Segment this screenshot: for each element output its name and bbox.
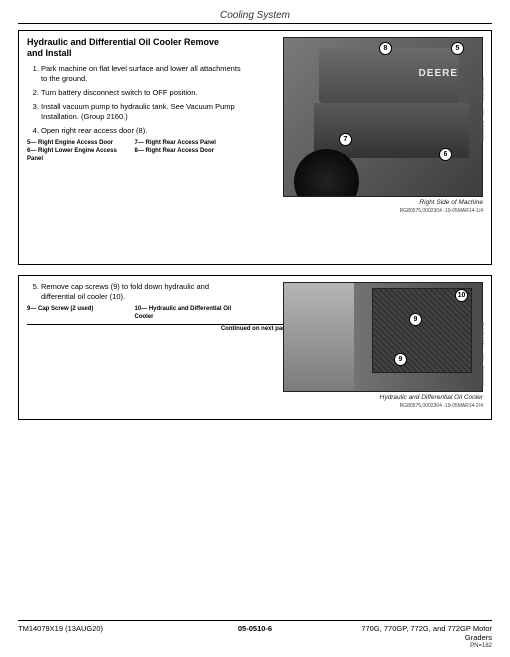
callout-9b: 9 xyxy=(394,353,407,366)
step-4: Open right rear access door (8). xyxy=(41,126,241,136)
footer-left: TM14079X19 (13AUG20) xyxy=(18,624,176,649)
key-10: 10— Hydraulic and Differential Oil Coole… xyxy=(135,306,232,320)
cooler-panel xyxy=(284,283,354,391)
callout-10: 10 xyxy=(455,289,468,302)
footer-pn: PN=182 xyxy=(334,643,492,649)
callout-7: 7 xyxy=(339,133,352,146)
key-6: 6— Right Lower Engine Access Panel xyxy=(27,148,117,162)
image-1-caption: Right Side of Machine xyxy=(283,199,483,206)
callout-8: 8 xyxy=(379,42,392,55)
machine-image: DEERE 5 8 7 6 xyxy=(283,37,483,197)
section-2-keylist: 9— Cap Screw (2 used) 10— Hydraulic and … xyxy=(27,306,242,322)
deere-logo: DEERE xyxy=(419,68,458,79)
image-2-caption: Hydraulic and Differential Oil Cooler xyxy=(283,394,483,401)
callout-9a: 9 xyxy=(409,313,422,326)
callout-6: 6 xyxy=(439,148,452,161)
step-3: Install vacuum pump to hydraulic tank. S… xyxy=(41,102,241,122)
section-1-keylist: 5— Right Engine Access Door 7— Right Rea… xyxy=(27,140,242,163)
step-5: Remove cap screws (9) to fold down hydra… xyxy=(41,282,241,302)
header-rule xyxy=(18,23,492,24)
key-8: 8— Right Rear Access Door xyxy=(135,148,214,154)
section-2-image-block: 10 9 9 T1195407A —UN—09SEP09 Hydraulic a… xyxy=(283,282,483,409)
image-2-sidecode: T1195407A —UN—09SEP09 xyxy=(480,322,485,387)
image-2-refcode: RG80575,0002304 -19-05MAR14-2/4 xyxy=(283,403,483,409)
footer-center: 05-0510-6 xyxy=(176,624,334,649)
section-2: Remove cap screws (9) to fold down hydra… xyxy=(18,275,492,420)
page: Cooling System Hydraulic and Differentia… xyxy=(0,0,510,657)
footer-right: 770G, 770GP, 772G, and 772GP Motor Grade… xyxy=(334,624,492,649)
key-9: 9— Cap Screw (2 used) xyxy=(27,306,93,312)
image-1-refcode: RG80575,0002304 -19-05MAR14-1/4 xyxy=(283,208,483,214)
page-header: Cooling System xyxy=(18,0,492,23)
image-1-sidecode: T1195407A —UN—04SEP09 xyxy=(480,77,485,142)
footer-models: 770G, 770GP, 772G, and 772GP Motor Grade… xyxy=(334,624,492,642)
step-2: Turn battery disconnect switch to OFF po… xyxy=(41,88,241,98)
section-1: Hydraulic and Differential Oil Cooler Re… xyxy=(18,30,492,265)
callout-5: 5 xyxy=(451,42,464,55)
section-1-title-l1: Hydraulic and Differential Oil Cooler Re… xyxy=(27,37,219,47)
key-5: 5— Right Engine Access Door xyxy=(27,140,113,146)
section-1-title-l2: and Install xyxy=(27,48,72,58)
key-7: 7— Right Rear Access Panel xyxy=(135,140,216,146)
page-footer: TM14079X19 (13AUG20) 05-0510-6 770G, 770… xyxy=(18,620,492,649)
step-1: Park machine on flat level surface and l… xyxy=(41,64,241,84)
section-1-image-block: DEERE 5 8 7 6 T1195407A —UN—04SEP09 Righ… xyxy=(283,37,483,214)
cooler-image: 10 9 9 xyxy=(283,282,483,392)
